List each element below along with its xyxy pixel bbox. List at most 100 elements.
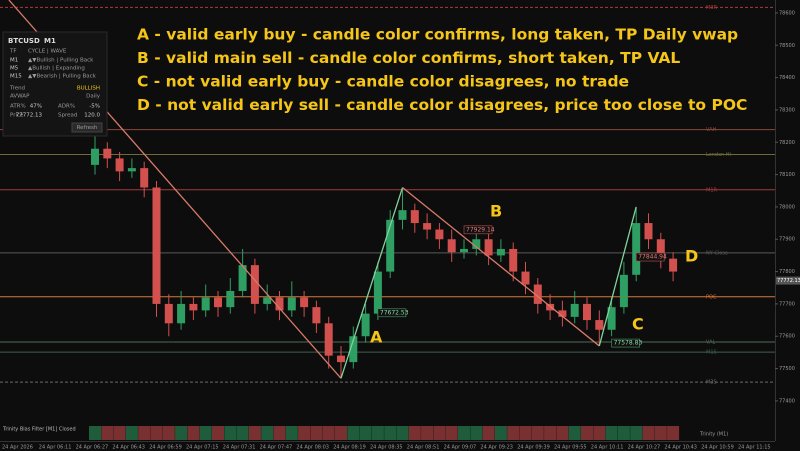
bias-bar xyxy=(556,426,569,440)
candle-body xyxy=(460,248,468,253)
bias-bar xyxy=(433,426,446,440)
candle-body xyxy=(91,148,99,165)
bias-bar xyxy=(531,426,544,440)
indicator-label: Trinity Bias Filter [M1] Closed xyxy=(2,427,76,433)
candle-body xyxy=(496,248,505,256)
annotation-note: C - not valid early buy - candle color d… xyxy=(137,73,629,91)
y-tick-label: 78400 xyxy=(779,75,795,81)
bias-bar xyxy=(298,426,311,440)
y-tick-label: 78000 xyxy=(779,204,795,210)
price-tag: 77578.83 xyxy=(614,340,643,347)
candle-body xyxy=(472,239,481,249)
annotation-letter: B xyxy=(490,202,502,221)
level-label: M1R xyxy=(706,187,717,193)
candle-body xyxy=(201,297,210,311)
candle-body xyxy=(583,303,591,321)
x-tick-label: 24 Apr 06:59 xyxy=(149,445,182,451)
annotation-note: B - valid main sell - candle color confi… xyxy=(137,49,680,67)
candle-body xyxy=(632,223,641,275)
y-tick-label: 78200 xyxy=(779,140,795,146)
candle-body xyxy=(558,310,567,317)
zigzag-leg xyxy=(340,187,404,379)
bias-bar xyxy=(384,426,397,440)
bias-bar xyxy=(642,426,655,440)
candle-body xyxy=(521,271,530,285)
candle-body xyxy=(435,229,444,240)
timeframe: M1 xyxy=(44,37,56,45)
y-tick-label: 77800 xyxy=(779,269,795,275)
y-tick-label: 78600 xyxy=(779,10,795,16)
bias-bar xyxy=(630,426,643,440)
bias-bar xyxy=(458,426,470,440)
bias-bar xyxy=(568,426,581,440)
candle-body xyxy=(324,323,333,356)
bias-bar xyxy=(494,426,507,440)
bias-bar xyxy=(654,426,667,440)
bias-bar xyxy=(310,426,323,440)
level-label: M3S xyxy=(706,380,717,386)
candle-body xyxy=(238,265,247,291)
candle-body xyxy=(386,219,395,272)
bias-bar xyxy=(544,426,557,440)
bias-bar xyxy=(224,426,237,440)
price-tag-box xyxy=(377,308,407,318)
bias-bar xyxy=(150,426,163,440)
candle-body xyxy=(115,158,124,172)
candle-body xyxy=(509,248,518,272)
annotation-letter: D xyxy=(685,247,698,266)
candle-body xyxy=(398,210,407,220)
panel-atr: 47% xyxy=(30,104,42,110)
indicator-label: Trinity (M1) xyxy=(699,432,728,438)
candle-body xyxy=(349,336,358,363)
x-tick-label: 24 Apr 10:43 xyxy=(664,445,697,451)
bias-bar xyxy=(445,426,458,440)
x-tick-label: 24 Apr 08:19 xyxy=(333,445,366,451)
x-tick-label: 24 Apr 09:07 xyxy=(444,445,477,451)
bias-bar xyxy=(605,426,618,440)
x-tick-label: 24 Apr 06:43 xyxy=(112,445,145,451)
bias-bar xyxy=(285,426,298,440)
bias-bar xyxy=(199,426,212,440)
candle-body xyxy=(669,258,678,272)
x-tick-label: 24 Apr 11:15 xyxy=(738,445,771,451)
candle-body xyxy=(410,210,419,224)
level-label: VAH xyxy=(706,127,717,133)
candle-body xyxy=(656,239,665,259)
x-tick-label: 24 Apr 07:31 xyxy=(223,445,256,451)
candle-body xyxy=(177,303,186,324)
candle-body xyxy=(619,274,628,308)
panel-price: 77772.13 xyxy=(16,113,43,119)
y-tick-label: 77400 xyxy=(779,398,795,404)
candle-body xyxy=(275,297,284,311)
x-tick-label: 24 Apr 06:11 xyxy=(39,445,72,451)
y-tick-label: 77500 xyxy=(779,366,795,372)
y-tick-label: 78300 xyxy=(779,107,795,113)
bias-bar xyxy=(113,426,126,440)
bias-bar xyxy=(593,426,606,440)
y-tick-label: 78500 xyxy=(779,43,795,49)
candle-body xyxy=(164,303,173,324)
current-price-box xyxy=(776,276,800,285)
x-tick-label: 24 Apr 09:39 xyxy=(517,445,550,451)
bias-bar xyxy=(519,426,532,440)
refresh-label[interactable]: Refresh xyxy=(77,125,98,131)
annotation-letter: C xyxy=(632,315,644,334)
price-tag-box xyxy=(463,225,493,235)
zigzag-leg xyxy=(402,187,600,347)
refresh-button[interactable] xyxy=(71,122,103,133)
level-label: VAL xyxy=(706,340,716,346)
zigzag-leg xyxy=(598,206,637,347)
bias-bar xyxy=(187,426,200,440)
level-label: M1S xyxy=(706,350,717,356)
panel-header: CYCLE | WAVE xyxy=(28,49,67,55)
candle-body xyxy=(533,284,542,304)
bias-bar xyxy=(396,426,409,440)
panel-state: ▲▼Bullish | Pulling Back xyxy=(28,58,94,64)
bias-bar xyxy=(335,426,347,440)
panel-tf: M15 xyxy=(10,74,22,80)
panel-state: ▲Bullish | Expanding xyxy=(28,66,85,72)
bias-bar xyxy=(273,426,286,440)
